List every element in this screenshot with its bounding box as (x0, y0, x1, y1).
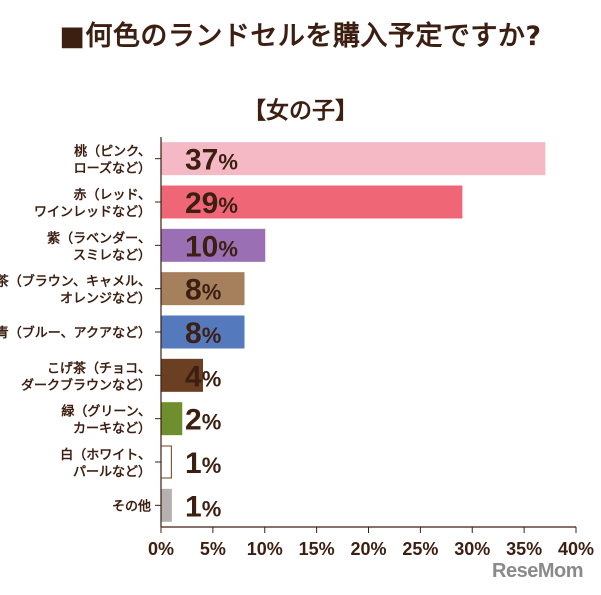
bar-2 (160, 228, 266, 262)
category-label-7: 白（ホワイト、パールなど） (60, 447, 151, 480)
chart-title: ■何色のランドセルを購入予定ですか? (59, 21, 542, 52)
x-tick-label-5: 25% (402, 539, 438, 559)
value-label-0: 37% (185, 144, 238, 177)
bar-1 (160, 185, 463, 219)
category-label-0: 桃（ピンク、ローズなど） (74, 144, 151, 177)
x-tick-label-8: 40% (558, 539, 594, 559)
category-label-5: こげ茶（チョコ、ダークブラウンなど） (21, 360, 151, 393)
bar-3 (160, 272, 245, 306)
x-tick-label-7: 35% (506, 539, 542, 559)
value-label-7: 1% (185, 447, 221, 480)
bar-4 (160, 315, 245, 349)
bar-6 (160, 402, 183, 436)
bar-5 (160, 358, 203, 392)
value-label-5: 4% (185, 360, 221, 393)
x-tick-label-1: 5% (200, 539, 226, 559)
category-label-6: 緑（グリーン、カーキなど） (61, 404, 151, 437)
value-label-1: 29% (185, 187, 238, 220)
category-label-8: その他 (112, 498, 151, 514)
value-label-3: 8% (185, 274, 221, 307)
x-tick-label-3: 15% (299, 539, 335, 559)
bar-8 (160, 488, 172, 522)
x-tick-label-0: 0% (148, 539, 174, 559)
category-label-3: 茶（ブラウン、キャメル、オレンジなど） (0, 274, 151, 307)
value-label-2: 10% (185, 230, 238, 263)
x-tick-label-2: 10% (247, 539, 283, 559)
value-label-6: 2% (185, 404, 221, 437)
category-label-1: 赤（レッド、ワインレッドなど） (34, 187, 151, 220)
category-label-4: 青（ブルー、アクアなど） (0, 325, 151, 341)
value-label-8: 1% (185, 490, 221, 523)
resemom-logo: ReseMom (492, 560, 583, 582)
value-label-4: 8% (185, 317, 221, 350)
x-tick-label-6: 30% (454, 539, 490, 559)
category-label-2: 紫（ラベンダー、スミレなど） (47, 230, 151, 263)
bar-0 (160, 142, 546, 176)
x-tick-label-4: 20% (350, 539, 386, 559)
bar-7 (160, 445, 172, 479)
chart-subtitle: 【女の子】 (243, 98, 358, 124)
